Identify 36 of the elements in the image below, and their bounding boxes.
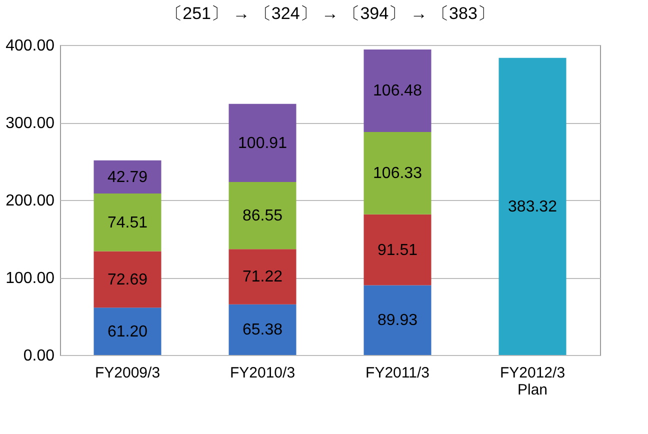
- text: 〔251〕 → 〔324〕 → 〔394〕 → 〔383〕: [166, 4, 494, 23]
- bar: [364, 214, 432, 286]
- y-tick-label: 200.00: [6, 192, 55, 210]
- y-tick-label: 0.00: [23, 348, 55, 364]
- data-label: 61.20: [107, 323, 148, 340]
- data-label: 86.55: [242, 208, 283, 225]
- data-label: 72.69: [107, 271, 148, 288]
- bar: [94, 193, 162, 252]
- bar: [228, 304, 296, 355]
- data-label: 91.51: [377, 242, 418, 259]
- data-label: 100.91: [238, 134, 288, 152]
- x-tick-label: FY2011/3: [366, 364, 430, 382]
- data-label: 106.48: [373, 82, 422, 100]
- data-label: 71.22: [242, 268, 283, 286]
- y-tick-label: 100.00: [6, 270, 55, 287]
- bar: [94, 160, 162, 194]
- bar: [364, 49, 432, 132]
- bar: [228, 249, 296, 304]
- bar: [94, 251, 162, 308]
- y-tick-label: 300.00: [6, 115, 55, 132]
- data-label: 106.33: [373, 165, 422, 182]
- data-label: 74.51: [107, 214, 148, 232]
- data-label: 42.79: [107, 168, 148, 186]
- y-tick-label: 400.00: [6, 38, 55, 54]
- x-tick-label: FY2010/3: [230, 364, 296, 382]
- x-tick-label: FY2012/3 Plan: [500, 364, 566, 398]
- x-tick-label: FY2009/3: [94, 364, 160, 382]
- bar: [498, 58, 566, 355]
- bar: [228, 182, 296, 250]
- bar: [364, 285, 432, 355]
- bar: [228, 104, 296, 182]
- data-label: 383.32: [508, 198, 558, 216]
- bar: [364, 132, 432, 214]
- data-label: 65.38: [242, 322, 283, 339]
- data-label: 89.93: [377, 312, 418, 330]
- bar: [94, 308, 162, 355]
